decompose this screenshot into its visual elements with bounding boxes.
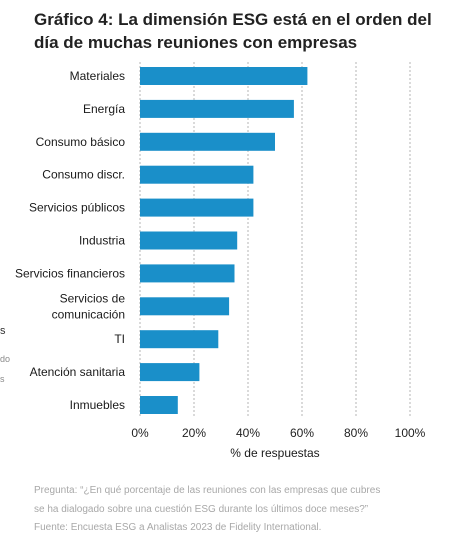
footnote-source: Fuente: Encuesta ESG a Analistas 2023 de…: [34, 522, 322, 533]
footnote-question-line-2: se ha dialogado sobre una cuestión ESG d…: [34, 504, 369, 515]
bar: [140, 396, 178, 414]
cropped-text-fragment: do: [0, 354, 11, 364]
x-tick-label: 60%: [290, 426, 314, 440]
cropped-text-fragment: s: [0, 325, 6, 337]
cropped-text-fragment: s: [0, 374, 5, 384]
category-label: Inmuebles: [70, 398, 125, 412]
bar: [140, 363, 200, 382]
x-tick-label: 80%: [344, 426, 368, 440]
bar: [140, 99, 294, 118]
x-tick-label: 40%: [236, 426, 260, 440]
category-label: Industria: [79, 234, 125, 248]
category-label: Servicios públicos: [29, 201, 125, 215]
bar: [140, 330, 219, 349]
x-tick-label: 20%: [182, 426, 206, 440]
category-label: Energía: [83, 102, 125, 116]
bar: [140, 264, 235, 283]
category-label: Atención sanitaria: [30, 365, 126, 379]
category-label: TI: [114, 332, 125, 346]
x-tick-label: 0%: [131, 426, 149, 440]
bar: [140, 132, 275, 151]
bar: [140, 67, 308, 85]
x-axis-label: % de respuestas: [230, 446, 319, 460]
category-label: Materiales: [70, 69, 125, 83]
bar: [140, 165, 254, 184]
category-label: comunicación: [52, 307, 125, 321]
category-label: Servicios financieros: [15, 266, 125, 280]
bar: [140, 231, 238, 250]
bar: [140, 198, 254, 217]
category-label: Consumo básico: [36, 135, 126, 149]
footnote-question-line-1: Pregunta: “¿En qué porcentaje de las reu…: [34, 485, 381, 496]
bar-chart: 0% 20% 40% 60% 80% 100% Materiales Energía Consu…: [15, 62, 426, 460]
category-label: Consumo discr.: [42, 168, 125, 182]
category-label: Servicios de: [60, 291, 126, 305]
chart-title: Gráfico 4: La dimensión ESG está en el o…: [34, 10, 432, 52]
bar: [140, 297, 230, 316]
x-tick-label: 100%: [395, 426, 426, 440]
